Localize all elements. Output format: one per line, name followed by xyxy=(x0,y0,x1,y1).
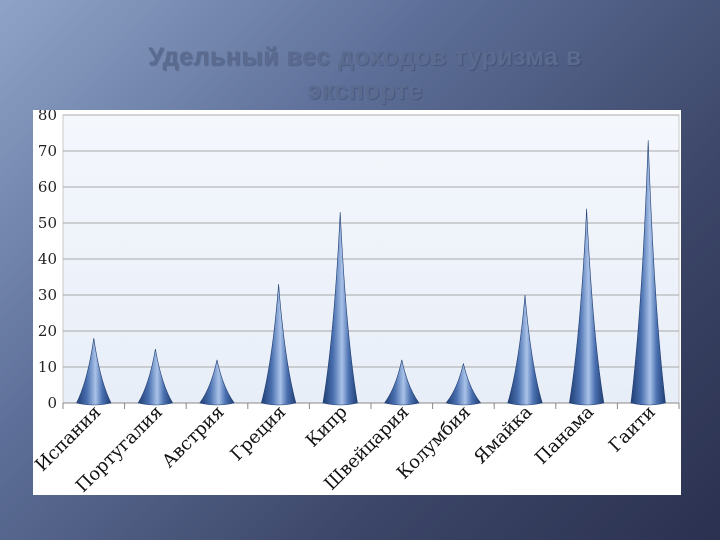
cone-bar xyxy=(507,294,543,406)
cone-bar xyxy=(76,338,112,406)
cone-bar xyxy=(445,363,482,406)
chart-frame: 0 10 20 30 40 50 60 70 80 Испания Португалия Австри… xyxy=(33,110,681,495)
y-tick-label: 60 xyxy=(38,178,57,196)
cone-bar xyxy=(384,359,420,406)
slide-title: Удельный вес доходов туризма в экспорте xyxy=(60,40,670,108)
y-tick-label: 40 xyxy=(38,250,57,268)
cone-chart: 01020304050607080ИспанияПортугалияАвстри… xyxy=(33,110,681,495)
y-tick-label: 70 xyxy=(38,142,57,160)
y-tick-label: 30 xyxy=(38,286,57,304)
cone-bar xyxy=(199,359,235,406)
slide-title-line-1: Удельный вес доходов туризма в xyxy=(148,43,582,71)
y-tick-label: 20 xyxy=(38,322,57,340)
y-tick-label: 10 xyxy=(38,358,57,376)
y-tick-label: 80 xyxy=(38,110,57,124)
cone-bar xyxy=(569,208,605,406)
y-tick-label: 0 xyxy=(47,394,57,412)
y-tick-label: 50 xyxy=(38,214,57,232)
cone-bar xyxy=(630,140,666,406)
cone-bar xyxy=(322,212,358,406)
slide-title-line-2: экспорте xyxy=(307,77,423,105)
cone-bar xyxy=(137,348,174,406)
cone-bar xyxy=(260,284,297,406)
